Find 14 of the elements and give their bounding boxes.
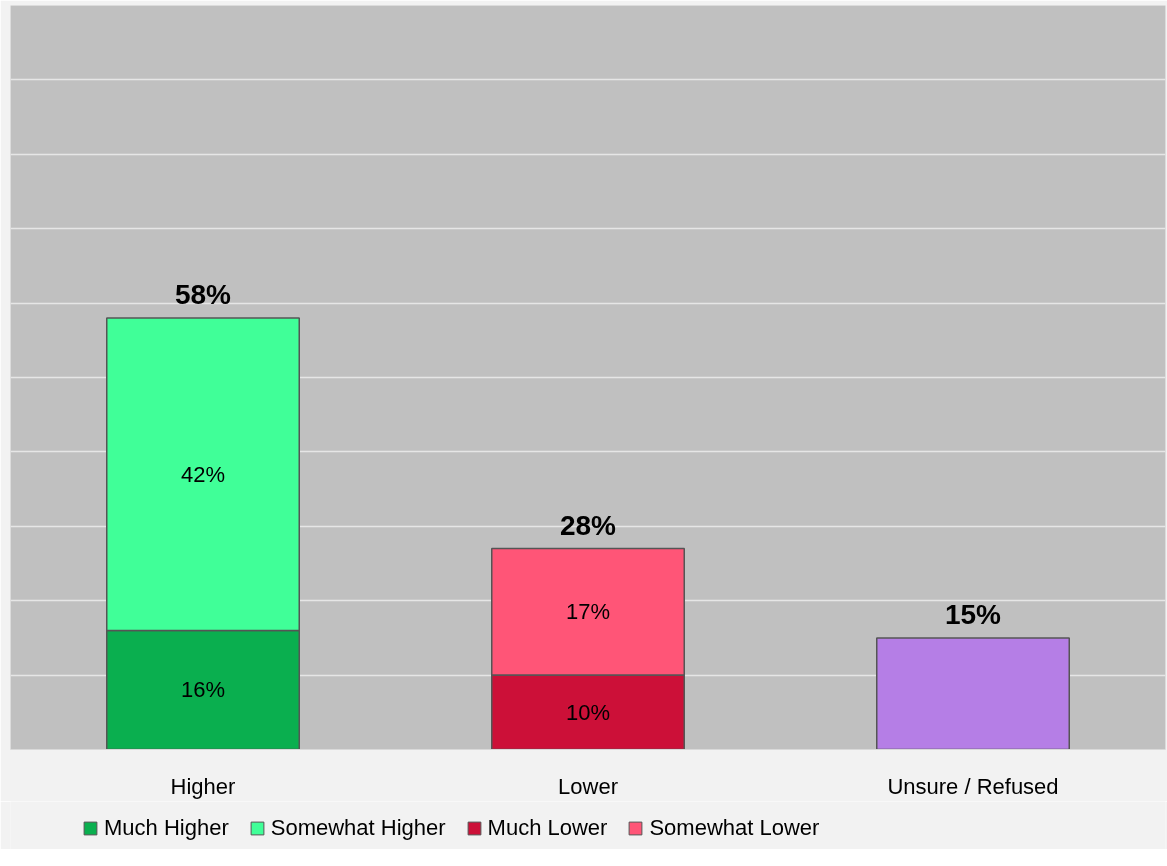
legend-label: Somewhat Higher [270,815,446,841]
total-label: 58% [174,278,232,310]
legend-label: Somewhat Lower [649,815,820,841]
total-label: 28% [559,509,617,541]
x-tick-label: Higher [170,773,236,799]
data-label: 42% [180,461,226,487]
legend-label: Much Higher [104,815,229,841]
data-label: 17% [565,599,611,625]
x-tick-label: Lower [558,773,618,799]
data-label: 16% [180,677,226,703]
data-label: 10% [565,699,611,725]
x-tick-label: Unsure / Refused [887,773,1059,799]
legend-label: Much Lower [487,815,608,841]
total-label: 15% [944,598,1002,630]
